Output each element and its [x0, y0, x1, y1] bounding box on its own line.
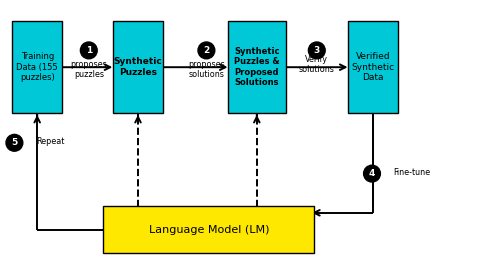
- Text: Repeat: Repeat: [36, 137, 64, 146]
- Ellipse shape: [198, 42, 215, 59]
- Ellipse shape: [364, 165, 380, 182]
- Text: 3: 3: [313, 46, 320, 55]
- FancyBboxPatch shape: [348, 21, 398, 113]
- Text: LM
proposes
puzzles: LM proposes puzzles: [71, 50, 107, 79]
- Text: 2: 2: [203, 46, 210, 55]
- Text: Verify
solutions: Verify solutions: [299, 55, 335, 74]
- FancyBboxPatch shape: [103, 206, 314, 253]
- Text: 1: 1: [85, 46, 92, 55]
- Text: LM
proposes
solutions: LM proposes solutions: [188, 50, 225, 79]
- Text: 4: 4: [369, 169, 375, 178]
- Ellipse shape: [81, 42, 97, 59]
- Text: Fine-tune: Fine-tune: [394, 168, 431, 177]
- Text: Language Model (LM): Language Model (LM): [148, 225, 269, 235]
- Ellipse shape: [6, 134, 23, 151]
- Text: Training
Data (155
puzzles): Training Data (155 puzzles): [16, 52, 58, 82]
- Text: Synthetic
Puzzles &
Proposed
Solutions: Synthetic Puzzles & Proposed Solutions: [234, 47, 280, 87]
- Ellipse shape: [309, 42, 325, 59]
- Text: Synthetic
Puzzles: Synthetic Puzzles: [114, 57, 162, 77]
- Text: 5: 5: [11, 138, 18, 147]
- FancyBboxPatch shape: [113, 21, 163, 113]
- FancyBboxPatch shape: [228, 21, 286, 113]
- Text: Verified
Synthetic
Data: Verified Synthetic Data: [352, 52, 395, 82]
- FancyBboxPatch shape: [12, 21, 62, 113]
